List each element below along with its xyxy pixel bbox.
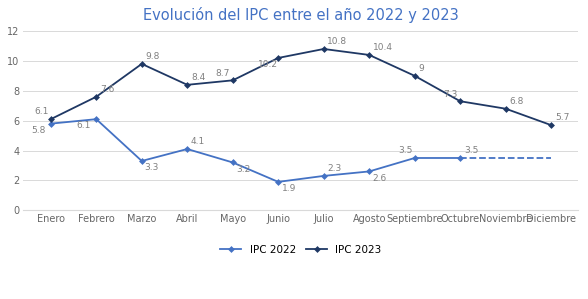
Text: 10.4: 10.4 xyxy=(373,43,393,52)
Text: 7.6: 7.6 xyxy=(100,85,114,94)
Text: 9: 9 xyxy=(418,64,424,73)
Text: 5.7: 5.7 xyxy=(555,113,569,123)
Text: 7.3: 7.3 xyxy=(443,90,457,99)
Text: 8.7: 8.7 xyxy=(215,69,230,78)
Text: 2.3: 2.3 xyxy=(328,164,342,173)
Text: 10.8: 10.8 xyxy=(328,37,348,46)
Text: 1.9: 1.9 xyxy=(282,184,296,193)
Text: 8.4: 8.4 xyxy=(191,73,205,82)
Text: 6.8: 6.8 xyxy=(509,97,524,106)
Text: 9.8: 9.8 xyxy=(145,52,160,61)
Text: 2.6: 2.6 xyxy=(373,174,387,183)
Legend: IPC 2022, IPC 2023: IPC 2022, IPC 2023 xyxy=(216,240,386,259)
Text: 3.5: 3.5 xyxy=(464,146,478,155)
Text: 6.1: 6.1 xyxy=(34,107,48,117)
Text: 3.2: 3.2 xyxy=(236,165,250,174)
Text: 5.8: 5.8 xyxy=(31,126,45,135)
Text: 6.1: 6.1 xyxy=(76,121,91,130)
Text: 10.2: 10.2 xyxy=(258,60,278,69)
Text: 4.1: 4.1 xyxy=(191,137,205,146)
Text: 3.3: 3.3 xyxy=(144,163,158,172)
Title: Evolución del IPC entre el año 2022 y 2023: Evolución del IPC entre el año 2022 y 20… xyxy=(143,7,459,23)
Text: 3.5: 3.5 xyxy=(399,146,413,155)
